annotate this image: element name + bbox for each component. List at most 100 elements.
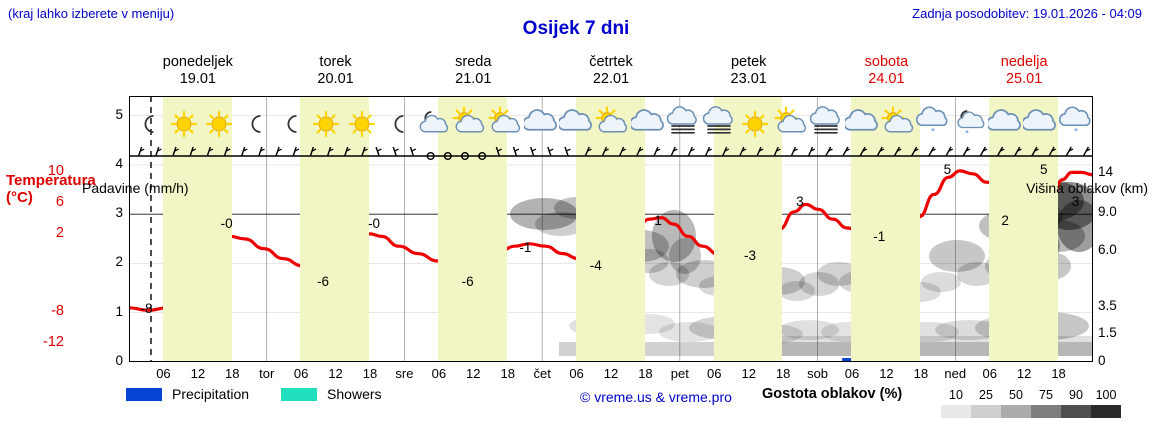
weather-icon-sun [202, 97, 236, 147]
day-date: 19.01 [179, 71, 216, 87]
cloud-scale-number: 10 [949, 388, 963, 402]
x-tick: tor [259, 366, 275, 381]
cloud-scale-number: 100 [1095, 388, 1117, 402]
cloud-scale-cell [1061, 405, 1091, 418]
weather-icon-cloud [523, 97, 558, 147]
weather-icon-cloud-fog [809, 97, 843, 147]
temperature-point-label: -6 [316, 274, 329, 290]
temperature-tick: 10 [47, 163, 64, 179]
cloud-scale-bar [941, 405, 1121, 418]
weather-icon-moon-cloud [416, 97, 450, 147]
temperature-point-label: -0 [220, 215, 233, 231]
weather-icon-sun-cloud [595, 97, 629, 147]
day-header: ponedeljek 19.01 [129, 54, 267, 88]
daylight-band [851, 96, 921, 362]
weather-icon-moon [274, 97, 308, 147]
svg-text:": " [931, 128, 935, 138]
forecast-plot [129, 96, 1093, 362]
weather-icon-sun-cloud [774, 97, 808, 147]
daylight-band [300, 96, 370, 362]
x-tick: ned [944, 366, 967, 381]
temperature-point-label: -4 [589, 258, 602, 274]
page-title: Osijek 7 dni [522, 18, 630, 39]
temperature-point-label: -3 [744, 247, 757, 263]
day-header: torek 20.01 [267, 54, 405, 88]
showers-swatch [281, 387, 318, 401]
cloud-scale-cell [941, 405, 971, 418]
day-name: nedelja [1000, 54, 1048, 70]
cloud-scale-cell [1031, 405, 1061, 418]
x-tick: 12 [328, 366, 343, 381]
temperature-tick: -8 [51, 303, 64, 319]
daylight-band [438, 96, 507, 362]
x-tick: 06 [707, 366, 722, 381]
svg-text:": " [965, 130, 969, 140]
legend-precipitation-label: Precipitation [172, 386, 250, 402]
day-header: nedelja 25.01 [955, 54, 1093, 88]
weather-icon-sun [309, 97, 343, 147]
weather-icon-sun-cloud [452, 97, 486, 147]
cloud-height-tick: 9.0 [1098, 204, 1117, 219]
temperature-tick: 6 [55, 194, 64, 210]
x-tick: 18 [638, 366, 653, 381]
cloud-height-tick: 3.5 [1098, 298, 1117, 313]
cloud-scale-cell [1091, 405, 1121, 418]
cloud-height-tick: 6.0 [1098, 242, 1117, 257]
cloud-density-label: Gostota oblakov (%) [762, 386, 903, 402]
temperature-point-label: 3 [796, 194, 804, 210]
daylight-band [989, 96, 1058, 362]
weather-icon-cloud-fog [666, 97, 700, 147]
temperature-point-label: -1 [519, 239, 532, 255]
day-date: 24.01 [868, 71, 905, 87]
weather-icon-cloud-snow: " [1059, 97, 1093, 147]
day-name: petek [730, 54, 767, 70]
cloud-scale-cell [1001, 405, 1031, 418]
x-tick: 06 [293, 366, 309, 381]
x-tick: 12 [190, 366, 206, 381]
cloud-scale-cell [971, 405, 1001, 418]
weather-icon-cloud [987, 97, 1022, 147]
weather-icon-cloud [844, 97, 879, 147]
x-tick: 06 [156, 366, 171, 381]
temperature-point-label: 5 [943, 162, 952, 178]
day-date: 22.01 [592, 71, 630, 87]
day-header: sobota 24.01 [818, 54, 956, 88]
x-tick: 12 [603, 366, 619, 381]
day-header: četrtek 22.01 [542, 54, 680, 88]
daylight-band [713, 96, 783, 362]
temperature-point-label: 1 [654, 213, 662, 229]
x-tick: 18 [500, 366, 515, 381]
day-header: petek 23.01 [680, 54, 818, 88]
x-tick: 06 [569, 366, 584, 381]
cloud-scale-numbers: 10 25 50 75 90 100 [941, 388, 1121, 402]
wind-barb-row [130, 146, 1092, 160]
x-tick: sre [395, 366, 414, 381]
weather-icon-sun [345, 97, 379, 147]
cloud-height-tick: 0 [1098, 353, 1106, 368]
temperature-axis-label: Temperatura (°C) [6, 172, 96, 206]
legend: Precipitation Showers [126, 386, 382, 402]
daylight-columns [129, 96, 1093, 362]
day-date: 23.01 [730, 71, 767, 87]
cloud-scale-number: 90 [1069, 388, 1083, 402]
day-name: četrtek [589, 54, 633, 70]
day-name: sobota [864, 54, 909, 70]
weather-icon-sun-cloud [881, 97, 915, 147]
x-tick: 18 [775, 366, 791, 381]
weather-icon-moon [381, 97, 415, 147]
temperature-point-label: 2 [1001, 213, 1009, 229]
precipitation-tick: 5 [115, 106, 123, 122]
daylight-band [575, 96, 645, 362]
weather-icon-moon [238, 97, 272, 147]
weather-icon-cloud [1023, 97, 1057, 147]
credit-link[interactable]: © vreme.us & vreme.pro [580, 389, 732, 405]
cloud-scale-number: 75 [1039, 388, 1053, 402]
weather-icon-moon-snow: " [952, 97, 986, 147]
temperature-point-label: -6 [461, 274, 474, 290]
daylight-band [162, 96, 232, 362]
x-tick: 12 [466, 366, 481, 381]
cloud-scale-number: 50 [1009, 388, 1023, 402]
temperature-point-label: -8 [140, 300, 153, 316]
legend-showers-label: Showers [327, 386, 382, 402]
day-name: torek [319, 54, 352, 70]
